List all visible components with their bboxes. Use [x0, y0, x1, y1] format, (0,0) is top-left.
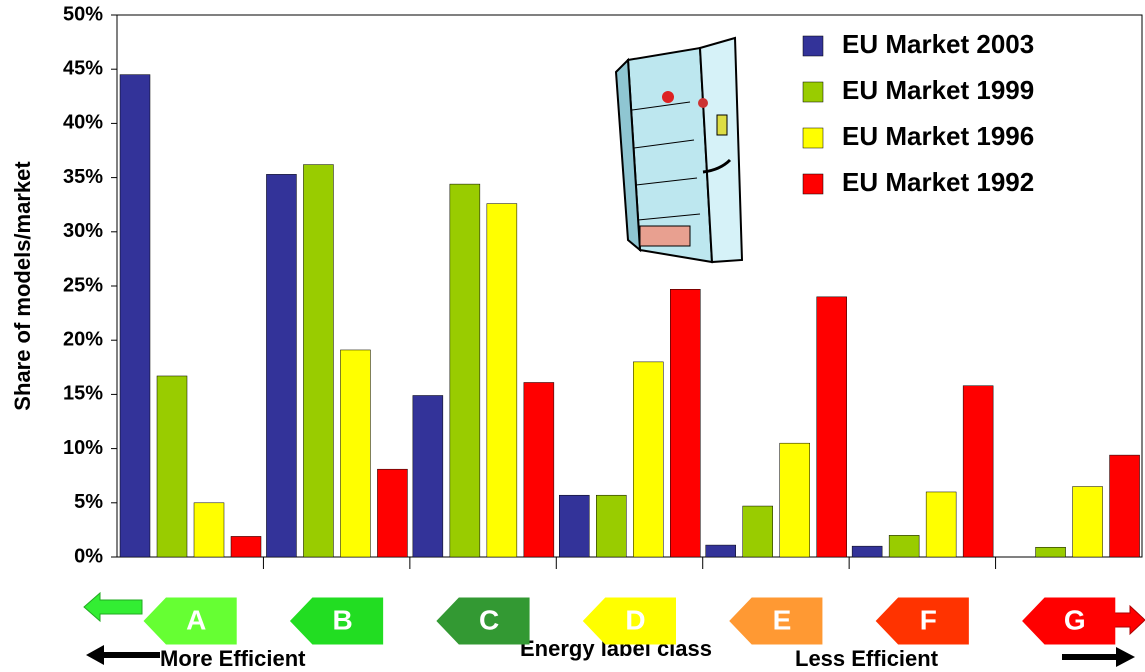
y-tick-label: 30%	[63, 220, 103, 242]
y-tick-label: 50%	[63, 3, 103, 25]
legend-swatch	[802, 173, 824, 195]
bar	[523, 382, 555, 558]
bar	[449, 183, 481, 558]
energy-class-badge	[436, 597, 530, 645]
bar	[1072, 486, 1103, 558]
x-tick-label: B	[333, 604, 353, 635]
legend-swatch	[802, 35, 824, 57]
bar	[596, 494, 627, 558]
energy-class-badge	[1022, 597, 1116, 645]
bar	[559, 494, 590, 558]
energy-class-badge	[143, 597, 237, 645]
annotation: Less Efficient	[795, 646, 939, 671]
bar	[303, 164, 334, 558]
y-tick-label: 10%	[63, 437, 103, 459]
y-tick-label: 0%	[74, 545, 103, 567]
energy-class-badge	[289, 597, 384, 645]
y-tick-label: 35%	[63, 166, 103, 188]
bar	[377, 468, 408, 558]
annotation: More Efficient	[160, 646, 306, 671]
legend-swatch	[802, 81, 824, 103]
x-tick-label: G	[1064, 604, 1086, 635]
y-tick-label: 40%	[63, 112, 103, 134]
bar	[670, 289, 701, 558]
legend-label: EU Market 1992	[842, 167, 1034, 197]
bar	[888, 535, 920, 558]
y-tick-label: 20%	[63, 328, 103, 350]
bar	[486, 203, 518, 558]
energy-class-badge	[729, 597, 823, 645]
bar	[962, 385, 994, 558]
x-tick-label: C	[479, 604, 499, 635]
bar	[816, 296, 847, 558]
energy-class-badge	[582, 597, 676, 645]
bar	[340, 349, 371, 558]
x-tick-label: F	[920, 604, 937, 635]
bar	[851, 545, 883, 558]
x-tick-label: A	[186, 604, 206, 635]
bar	[193, 502, 225, 558]
bar	[779, 442, 810, 558]
y-tick-label: 5%	[74, 491, 103, 513]
bar	[412, 395, 444, 558]
bar	[266, 174, 297, 558]
bar	[925, 491, 957, 558]
bar	[633, 361, 664, 558]
x-tick-label: E	[773, 604, 792, 635]
y-tick-label: 25%	[63, 274, 103, 296]
bar	[1109, 454, 1140, 558]
legend-label: EU Market 1996	[842, 121, 1034, 151]
fridge-illustration	[614, 36, 744, 264]
legend-label: EU Market 2003	[842, 29, 1034, 59]
x-tick-label: D	[625, 604, 645, 635]
bar	[1035, 546, 1066, 558]
bar	[156, 375, 188, 558]
y-tick-label: 45%	[63, 57, 103, 79]
legend-label: EU Market 1999	[842, 75, 1034, 105]
legend-swatch	[802, 127, 824, 149]
bar	[230, 536, 262, 558]
y-tick-label: 15%	[63, 383, 103, 405]
bar	[742, 505, 773, 558]
energy-class-badge	[875, 597, 969, 645]
bar	[705, 544, 736, 558]
bar	[119, 74, 151, 558]
y-axis-label: Share of models/market	[10, 161, 35, 411]
